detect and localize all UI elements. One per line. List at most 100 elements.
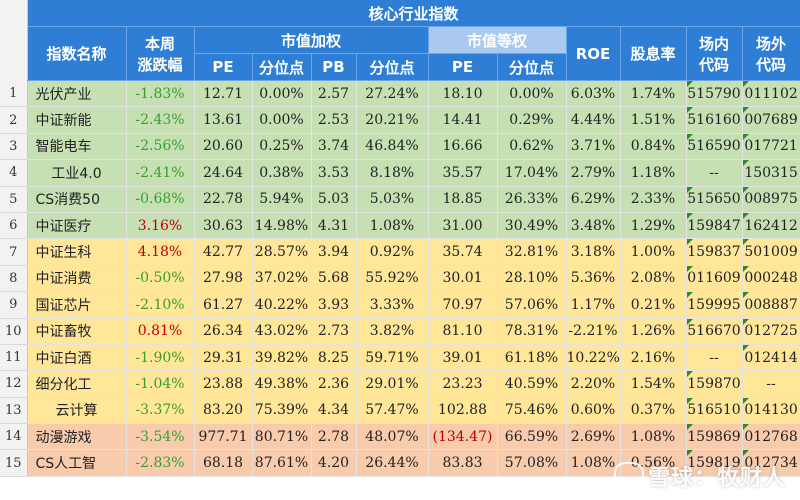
cell-offsite-code[interactable]: 162412 <box>742 212 800 240</box>
cell-offsite-code[interactable]: 007689 <box>742 106 800 134</box>
cell-pe[interactable]: 22.78 <box>194 186 253 213</box>
cell-pe-pct[interactable]: 80.71% <box>252 423 312 451</box>
col-header-pe[interactable]: PE <box>194 53 253 81</box>
cell-equal-pe-pct[interactable]: 40.59% <box>497 370 567 398</box>
cell-offsite-code[interactable]: 012734 <box>742 449 800 477</box>
cell-equal-pe-pct[interactable]: 17.04% <box>497 159 567 187</box>
cell-pb-pct[interactable]: 27.24% <box>356 80 429 108</box>
cell-weekly-change[interactable]: -3.54% <box>126 423 195 451</box>
cell-offsite-code[interactable]: 150315 <box>742 159 800 187</box>
row-number[interactable]: 11 <box>0 344 28 372</box>
row-number[interactable]: 10 <box>0 318 28 345</box>
cell-index-name[interactable]: 光伏产业 <box>27 80 127 108</box>
cell-equal-pe-pct[interactable]: 57.06% <box>497 291 567 319</box>
row-number[interactable]: 15 <box>0 449 28 477</box>
cell-offsite-code[interactable]: 000248 <box>742 265 800 293</box>
cell-pb-pct[interactable]: 48.07% <box>356 423 429 451</box>
cell-offsite-code[interactable]: 008975 <box>742 186 800 213</box>
cell-onsite-code[interactable]: 515650 <box>686 186 743 213</box>
cell-pe-pct[interactable]: 75.39% <box>252 397 312 425</box>
cell-pb-pct[interactable]: 46.84% <box>356 133 429 161</box>
cell-weekly-change[interactable]: -3.37% <box>126 397 195 425</box>
cell-pb-pct[interactable]: 5.03% <box>356 186 429 213</box>
cell-roe[interactable]: 4.44% <box>566 106 621 134</box>
cell-equal-pe[interactable]: 102.88 <box>428 397 498 425</box>
cell-weekly-change[interactable]: -1.83% <box>126 80 195 108</box>
cell-pb-pct[interactable]: 3.82% <box>356 318 429 345</box>
cell-weekly-change[interactable]: 3.16% <box>126 212 195 240</box>
cell-roe[interactable]: -2.21% <box>566 318 621 345</box>
cell-pb-pct[interactable]: 26.44% <box>356 449 429 477</box>
cell-dividend[interactable]: 1.18% <box>620 159 687 187</box>
col-header-pe-pct[interactable]: 分位点 <box>252 53 312 81</box>
cell-dividend[interactable]: 2.08% <box>620 265 687 293</box>
cell-equal-pe[interactable]: 16.66 <box>428 133 498 161</box>
cell-roe[interactable]: 3.48% <box>566 212 621 240</box>
cell-pe[interactable]: 26.34 <box>194 318 253 345</box>
cell-equal-pe-pct[interactable]: 0.62% <box>497 133 567 161</box>
cell-pb[interactable]: 5.68 <box>311 265 357 293</box>
cell-equal-pe[interactable]: 30.01 <box>428 265 498 293</box>
cell-roe[interactable]: 6.29% <box>566 186 621 213</box>
cell-dividend[interactable]: 0.21% <box>620 291 687 319</box>
cell-pe-pct[interactable]: 40.22% <box>252 291 312 319</box>
cell-onsite-code[interactable]: 159869 <box>686 423 743 451</box>
col-header-equal-pe-pct[interactable]: 分位点 <box>497 53 567 81</box>
cell-equal-pe[interactable]: 18.10 <box>428 80 498 108</box>
cell-equal-pe[interactable]: 23.23 <box>428 370 498 398</box>
row-number[interactable]: 1 <box>0 80 28 108</box>
cell-pe-pct[interactable]: 5.94% <box>252 186 312 213</box>
cell-offsite-code[interactable]: 012414 <box>742 344 800 372</box>
cell-index-name[interactable]: 中证医疗 <box>27 212 127 240</box>
cell-weekly-change[interactable]: -0.68% <box>126 186 195 213</box>
cell-equal-pe[interactable]: 81.10 <box>428 318 498 345</box>
cell-dividend[interactable]: 1.51% <box>620 106 687 134</box>
cell-pb[interactable]: 2.53 <box>311 106 357 134</box>
row-number[interactable]: 7 <box>0 238 28 266</box>
row-number[interactable]: 6 <box>0 212 28 240</box>
cell-equal-pe-pct[interactable]: 0.29% <box>497 106 567 134</box>
cell-onsite-code[interactable]: 516670 <box>686 318 743 345</box>
cell-pe[interactable]: 23.88 <box>194 370 253 398</box>
cell-equal-pe-pct[interactable]: 61.18% <box>497 344 567 372</box>
col-header-roe[interactable]: ROE <box>566 26 621 81</box>
cell-roe[interactable]: 3.18% <box>566 238 621 266</box>
cell-weekly-change[interactable]: -2.56% <box>126 133 195 161</box>
cell-index-name[interactable]: 云计算 <box>27 397 127 425</box>
cell-equal-pe[interactable]: (134.47) <box>428 423 498 451</box>
cell-pe[interactable]: 12.71 <box>194 80 253 108</box>
cell-onsite-code[interactable]: 515790 <box>686 80 743 108</box>
cell-pb[interactable]: 4.34 <box>311 397 357 425</box>
cell-weekly-change[interactable]: 4.18% <box>126 238 195 266</box>
cell-offsite-code[interactable]: 011102 <box>742 80 800 108</box>
cell-dividend[interactable]: 1.29% <box>620 212 687 240</box>
cell-pe-pct[interactable]: 0.00% <box>252 80 312 108</box>
cell-index-name[interactable]: 中证畜牧 <box>27 318 127 345</box>
cell-index-name[interactable]: 动漫游戏 <box>27 423 127 451</box>
cell-equal-pe[interactable]: 83.83 <box>428 449 498 477</box>
col-header-weekly-change[interactable]: 本周 涨跌幅 <box>126 26 195 81</box>
row-number[interactable]: 3 <box>0 133 28 161</box>
cell-weekly-change[interactable]: 0.81% <box>126 318 195 345</box>
col-header-pb-pct[interactable]: 分位点 <box>356 53 429 81</box>
cell-pe-pct[interactable]: 0.00% <box>252 106 312 134</box>
cell-equal-pe-pct[interactable]: 30.49% <box>497 212 567 240</box>
cell-index-name[interactable]: 智能电车 <box>27 133 127 161</box>
cell-index-name[interactable]: 中证消费 <box>27 265 127 293</box>
col-header-dividend[interactable]: 股息率 <box>620 26 687 81</box>
row-number[interactable]: 13 <box>0 397 28 425</box>
cell-pe-pct[interactable]: 14.98% <box>252 212 312 240</box>
cell-equal-pe[interactable]: 14.41 <box>428 106 498 134</box>
cell-roe[interactable]: 0.60% <box>566 397 621 425</box>
cell-offsite-code[interactable]: 012768 <box>742 423 800 451</box>
cell-roe[interactable]: 1.17% <box>566 291 621 319</box>
cell-pb-pct[interactable]: 59.71% <box>356 344 429 372</box>
cell-equal-pe-pct[interactable]: 0.00% <box>497 80 567 108</box>
cell-weekly-change[interactable]: -2.83% <box>126 449 195 477</box>
cell-pb[interactable]: 5.03 <box>311 186 357 213</box>
cell-offsite-code[interactable]: 014130 <box>742 397 800 425</box>
cell-pb-pct[interactable]: 20.21% <box>356 106 429 134</box>
cell-onsite-code[interactable]: 011609 <box>686 265 743 293</box>
cell-onsite-code[interactable]: 159870 <box>686 370 743 398</box>
cell-pb-pct[interactable]: 8.18% <box>356 159 429 187</box>
